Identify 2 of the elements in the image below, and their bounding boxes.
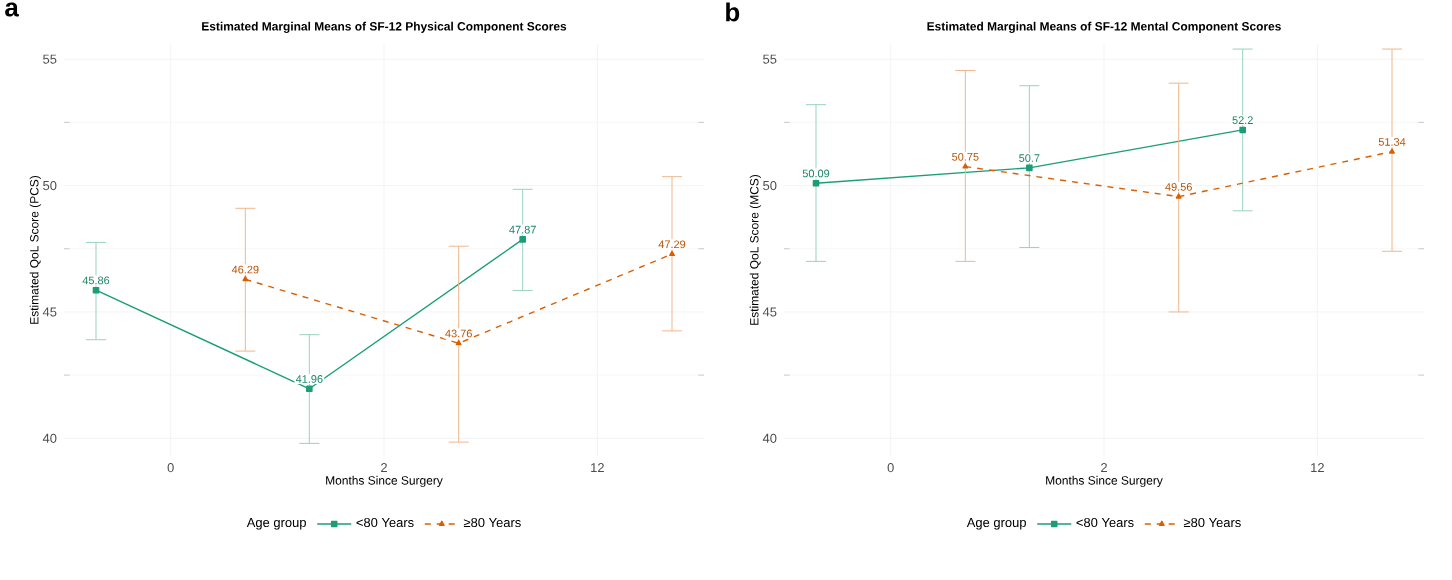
text: a [5,2,19,17]
text: b [726,2,740,22]
